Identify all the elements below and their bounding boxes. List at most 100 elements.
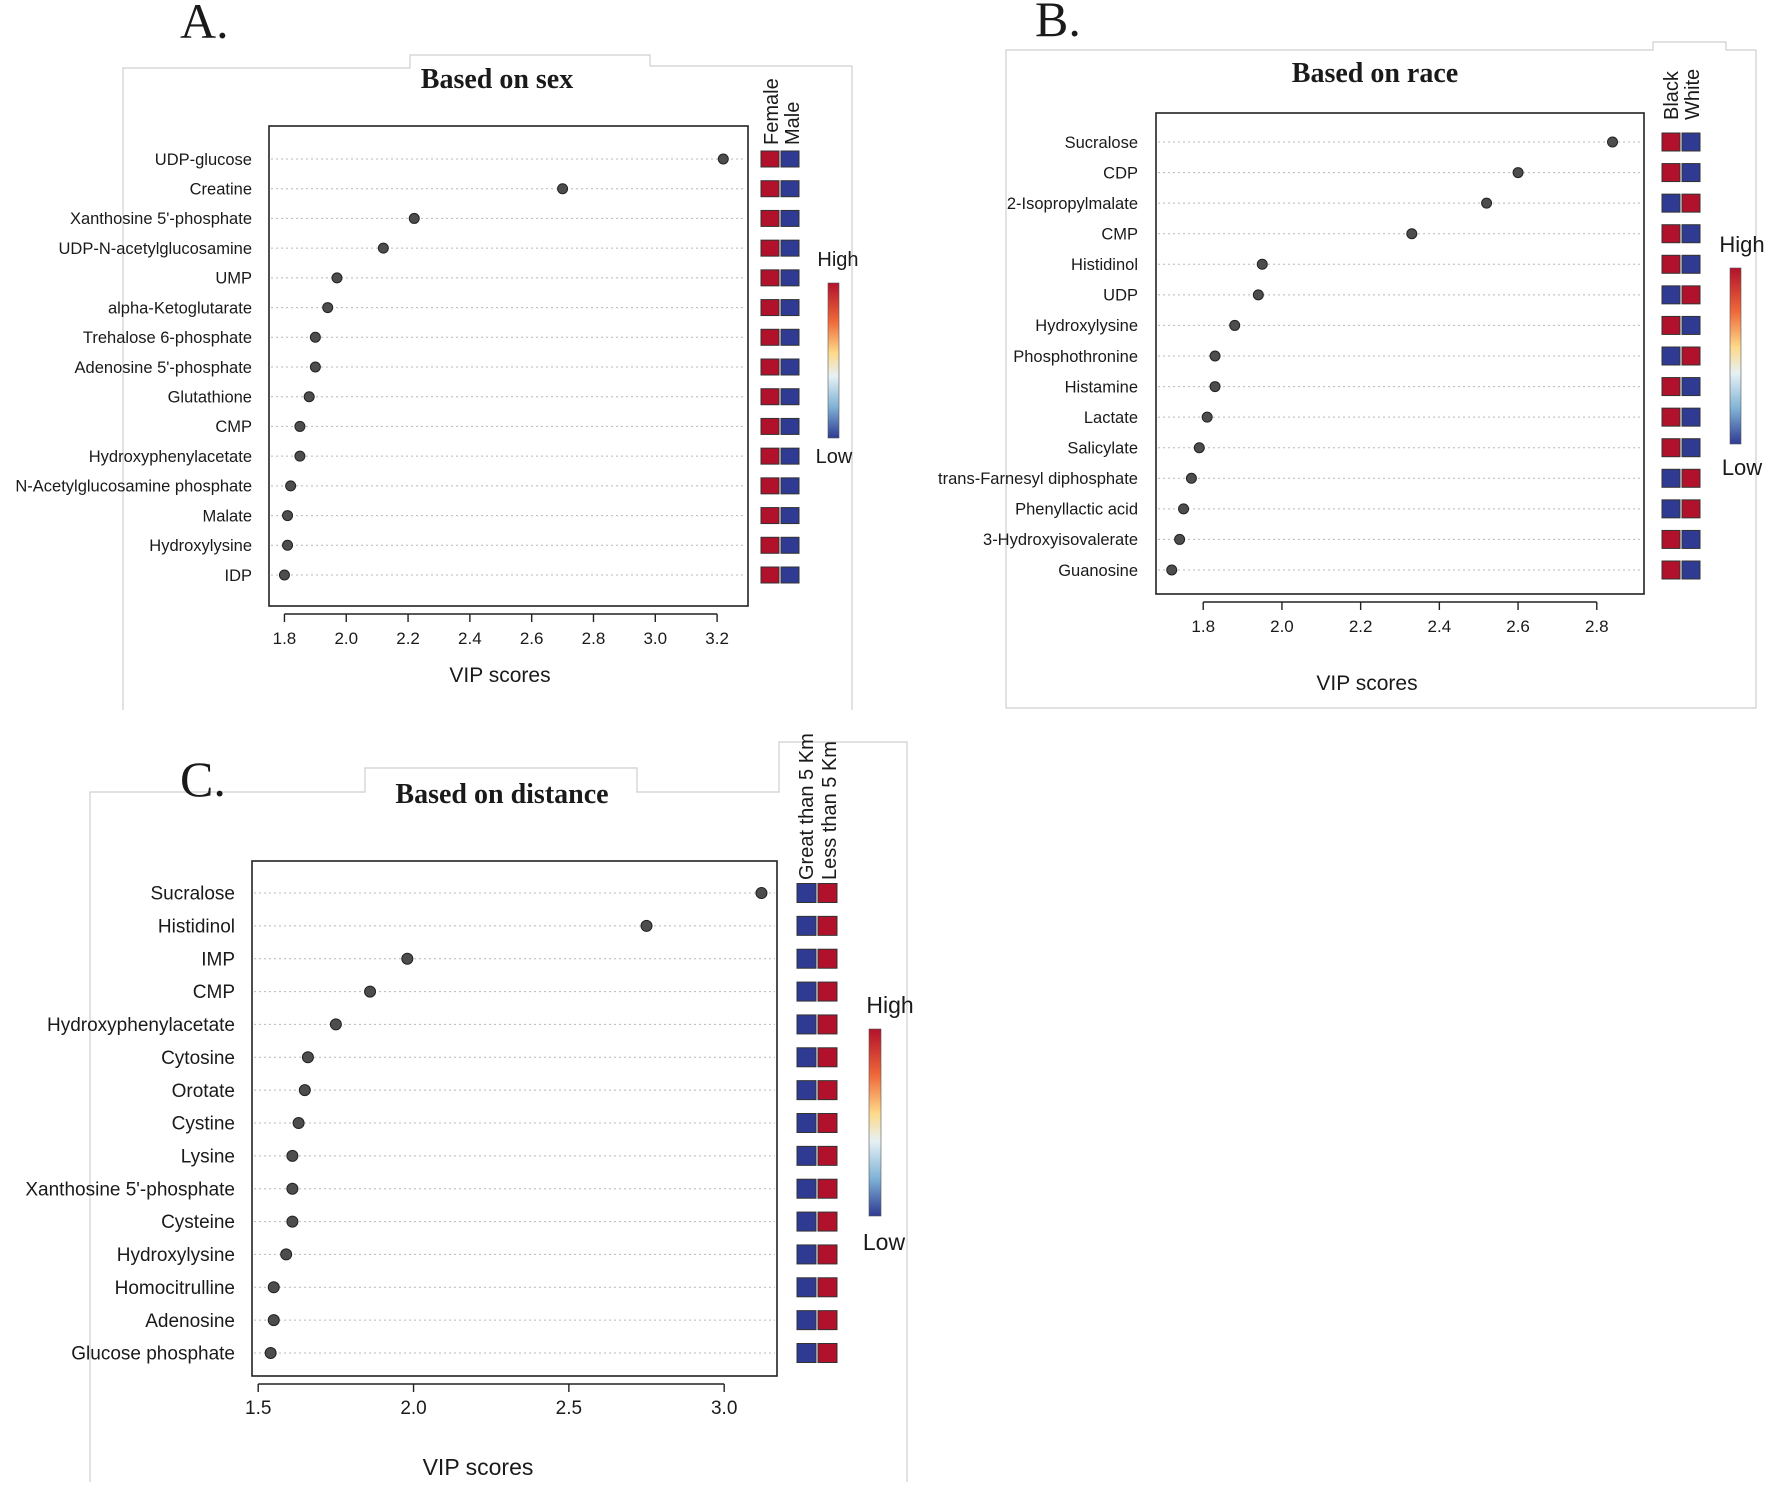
heatmap-cell xyxy=(760,388,780,406)
heatmap-cell xyxy=(817,1080,838,1101)
heatmap-cell xyxy=(817,1113,838,1133)
heatmap-cell xyxy=(1681,560,1701,580)
metabolite-label: Lactate xyxy=(1084,409,1138,427)
heatmap-cell xyxy=(796,1113,817,1133)
heatmap-cell xyxy=(780,447,800,465)
panel-a-legend-high: High xyxy=(817,249,858,271)
vip-point xyxy=(1166,564,1178,576)
x-tick-label: 3.2 xyxy=(705,629,729,648)
vip-point xyxy=(1229,319,1241,331)
heatmap-cell xyxy=(796,1014,817,1035)
panel-c-legend-low: Low xyxy=(863,1229,906,1255)
metabolite-label: Hydroxyphenylacetate xyxy=(89,448,252,466)
metabolite-label: CDP xyxy=(1103,164,1138,182)
vip-point xyxy=(1185,472,1197,484)
panel-a-letter: A. xyxy=(180,0,229,49)
heatmap-cell xyxy=(780,358,800,376)
panel-a-group-label-2: Male xyxy=(782,102,804,145)
vip-point xyxy=(640,919,653,932)
metabolite-label: Hydroxylysine xyxy=(149,537,252,555)
heatmap-cell xyxy=(1661,407,1681,427)
heatmap-cell xyxy=(760,477,780,495)
heatmap-cell xyxy=(1661,438,1681,458)
heatmap-cell xyxy=(780,417,800,435)
heatmap-cell xyxy=(817,1145,838,1166)
vip-point xyxy=(557,183,569,195)
heatmap-cell xyxy=(817,1178,838,1199)
vip-point xyxy=(292,1117,305,1129)
vip-point xyxy=(301,1051,314,1064)
panel-c-letter: C. xyxy=(180,751,226,807)
metabolite-label: Glucose phosphate xyxy=(71,1344,235,1365)
panel-a-group-label-1: Female xyxy=(761,78,783,145)
metabolite-label: Hydroxyphenylacetate xyxy=(47,1015,235,1036)
heatmap-cell xyxy=(1661,560,1681,580)
vip-point xyxy=(401,952,414,965)
panel-b: B. Based on race Sucralose CDP 2-Isopropyl… xyxy=(938,0,1765,709)
vip-point xyxy=(1209,350,1221,362)
heatmap-cell xyxy=(796,1211,817,1232)
vip-point xyxy=(331,272,343,284)
x-tick-label: 3.0 xyxy=(711,1398,737,1419)
metabolite-label: Cytosine xyxy=(161,1048,235,1069)
panel-c-x-axis-title: VIP scores xyxy=(423,1454,534,1480)
panel-a-heatmap xyxy=(760,150,800,584)
panel-c-group-label-2: Less than 5 Km xyxy=(819,741,841,880)
metabolite-label: Xanthosine 5'-phosphate xyxy=(25,1179,235,1200)
vip-point xyxy=(755,887,768,899)
metabolite-label: CMP xyxy=(1101,225,1138,243)
heatmap-cell xyxy=(760,299,780,317)
heatmap-cell xyxy=(1661,315,1681,335)
metabolite-label: Lysine xyxy=(181,1147,235,1168)
vip-point xyxy=(303,391,315,403)
metabolite-label: UDP xyxy=(1103,287,1138,305)
panel-b-frame xyxy=(1005,41,1757,709)
metabolite-label: Adenosine 5'-phosphate xyxy=(75,359,252,377)
metabolite-label: 3-Hydroxyisovalerate xyxy=(983,531,1138,549)
panel-a-legend-low: Low xyxy=(816,446,853,468)
x-tick-label: 3.0 xyxy=(643,629,667,648)
x-tick-label: 2.4 xyxy=(1428,617,1452,636)
heatmap-cell xyxy=(1661,468,1681,488)
vip-point xyxy=(282,510,294,522)
heatmap-cell xyxy=(817,981,838,1002)
heatmap-cell xyxy=(817,1343,838,1363)
metabolite-label: Phosphothronine xyxy=(1013,348,1138,366)
metabolite-label: N-Acetylglucosamine phosphate xyxy=(15,478,252,496)
x-tick-label: 2.8 xyxy=(582,629,606,648)
vip-point xyxy=(1406,228,1418,240)
metabolite-label: CMP xyxy=(193,982,235,1003)
heatmap-cell xyxy=(1681,438,1701,458)
heatmap-cell xyxy=(760,150,780,168)
panel-c-heatmap xyxy=(796,883,838,1363)
heatmap-cell xyxy=(796,915,817,936)
panel-a-x-axis: 1.8 2.0 2.2 2.4 2.6 2.8 3.0 3.2 xyxy=(273,613,729,648)
vip-point xyxy=(286,1182,299,1195)
metabolite-label: trans-Farnesyl diphosphate xyxy=(938,470,1138,488)
x-tick-label: 2.2 xyxy=(396,629,420,648)
heatmap-cell xyxy=(1681,346,1701,366)
vip-point xyxy=(1256,258,1268,270)
x-tick-label: 1.8 xyxy=(1191,617,1215,636)
x-tick-label: 2.4 xyxy=(458,629,482,648)
heatmap-cell xyxy=(780,507,800,525)
heatmap-cell xyxy=(780,239,800,257)
heatmap-cell xyxy=(796,1080,817,1101)
metabolite-label: alpha-Ketoglutarate xyxy=(108,299,252,317)
metabolite-label: Malate xyxy=(202,507,252,525)
heatmap-cell xyxy=(817,915,838,936)
heatmap-cell xyxy=(796,1277,817,1298)
metabolite-label: Sucralose xyxy=(151,884,236,905)
vip-point xyxy=(285,480,297,492)
panel-c-points xyxy=(264,887,768,1359)
metabolite-label: Homocitrulline xyxy=(115,1278,235,1299)
heatmap-cell xyxy=(780,388,800,406)
heatmap-cell xyxy=(1681,163,1701,183)
heatmap-cell xyxy=(760,328,780,346)
panel-c-gridlines xyxy=(254,892,775,1354)
heatmap-cell xyxy=(1661,529,1681,549)
heatmap-cell xyxy=(817,1047,838,1068)
heatmap-cell xyxy=(1661,163,1681,183)
metabolite-label: Cystine xyxy=(172,1114,235,1135)
heatmap-cell xyxy=(760,269,780,287)
